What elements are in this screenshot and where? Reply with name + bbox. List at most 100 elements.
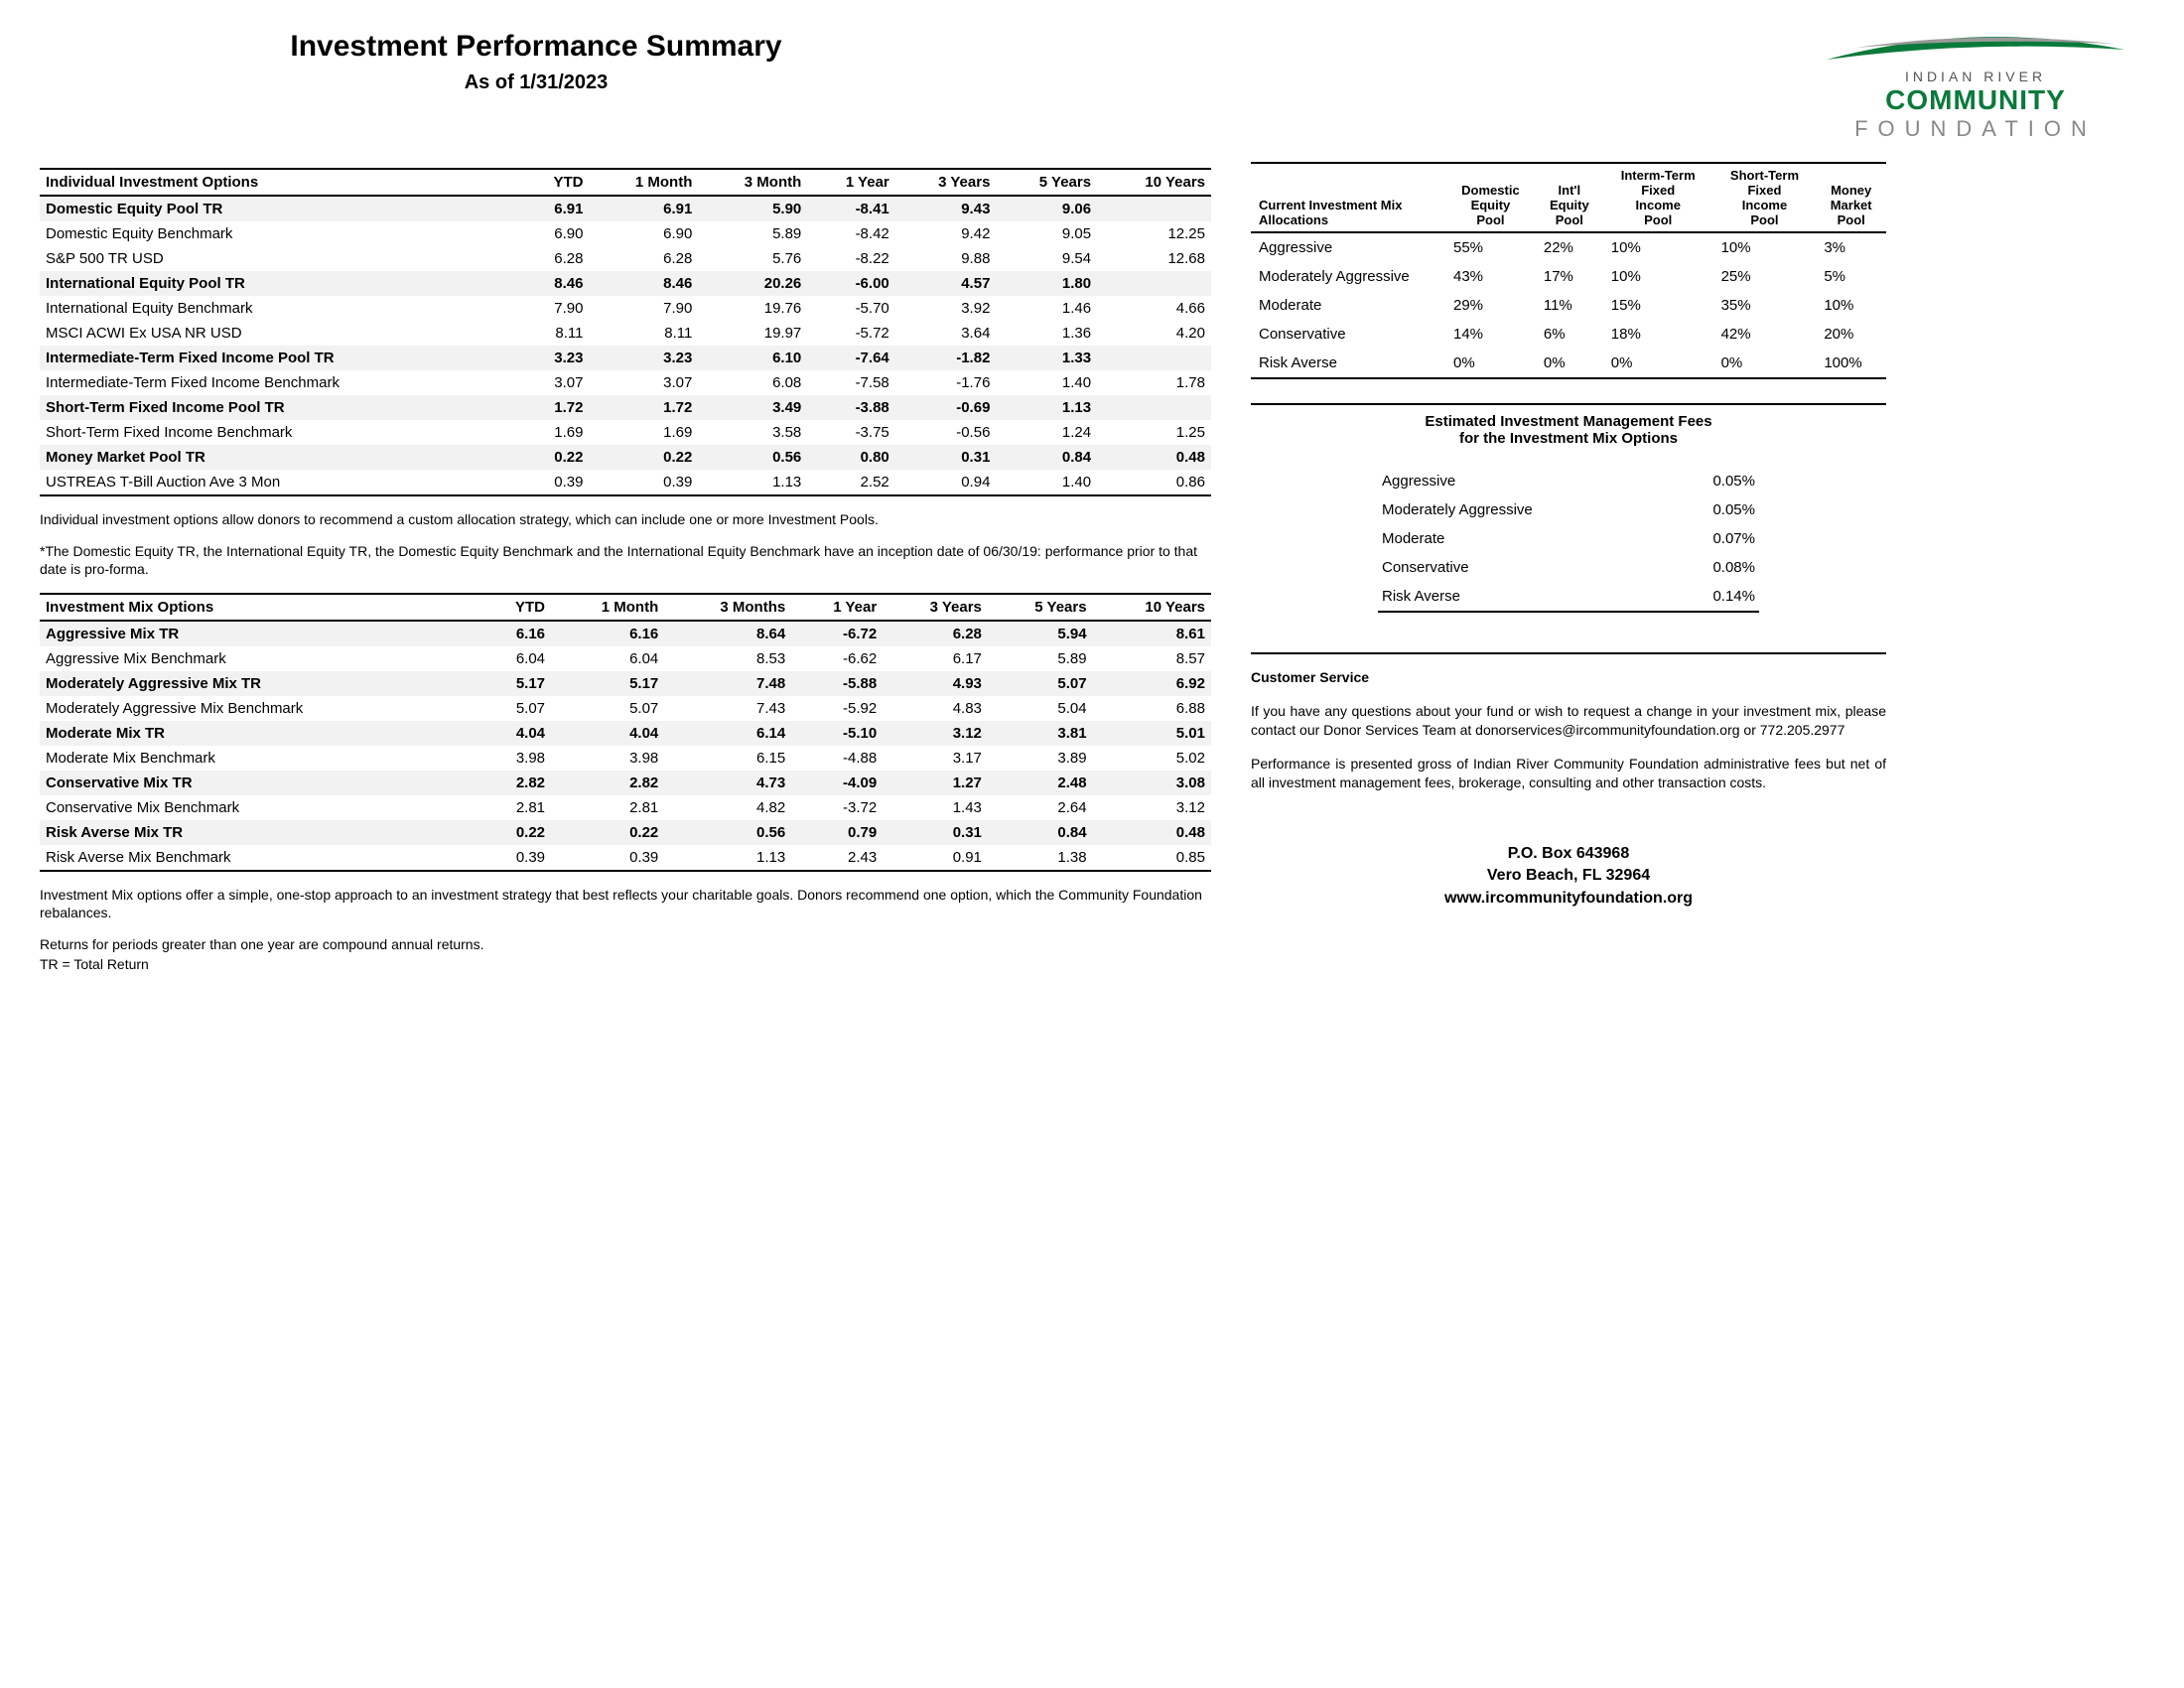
table-row: International Equity Pool TR8.468.4620.2… (40, 271, 1211, 296)
mix-note-2: Returns for periods greater than one yea… (40, 935, 1211, 953)
col-header: 3 Months (664, 594, 791, 621)
table-row: Moderate Mix TR4.044.046.14-5.103.123.81… (40, 721, 1211, 746)
cell-value: -6.62 (791, 646, 883, 671)
footer-address: P.O. Box 643968 Vero Beach, FL 32964 www… (1251, 843, 1886, 910)
header: Investment Performance Summary As of 1/3… (40, 30, 2144, 142)
title-block: Investment Performance Summary As of 1/3… (189, 30, 884, 94)
table-row: Moderately Aggressive0.05% (1378, 495, 1759, 524)
cs-heading: Customer Service (1251, 668, 1886, 688)
row-label: Moderate Mix TR (40, 721, 482, 746)
cell-value: 5.17 (551, 671, 664, 696)
cell-value: 4.93 (883, 671, 988, 696)
cell-value: 25% (1713, 262, 1817, 291)
cell-value: 4.57 (895, 271, 997, 296)
cell-value: -5.92 (791, 696, 883, 721)
cell-value: 6.17 (883, 646, 988, 671)
cell-value: 5.89 (698, 221, 807, 246)
as-of-date: As of 1/31/2023 (189, 71, 884, 94)
table-row: Intermediate-Term Fixed Income Pool TR3.… (40, 346, 1211, 370)
cell-value: 7.43 (664, 696, 791, 721)
cell-value: 29% (1445, 291, 1536, 320)
cell-value: 0.79 (791, 820, 883, 845)
cell-value: 3.12 (1093, 795, 1211, 820)
fees-table: Aggressive0.05%Moderately Aggressive0.05… (1378, 467, 1759, 613)
col-header: 1 Month (589, 169, 698, 196)
cell-value: -5.88 (791, 671, 883, 696)
cell-value: 2.64 (988, 795, 1093, 820)
cell-value: 5.76 (698, 246, 807, 271)
cell-value: 4.04 (482, 721, 551, 746)
cell-value: 1.40 (996, 470, 1097, 495)
cell-value: 6.90 (523, 221, 589, 246)
alloc-col-header: Interm-TermFixedIncomePool (1603, 163, 1713, 232)
table-row: International Equity Benchmark7.907.9019… (40, 296, 1211, 321)
table-row: Intermediate-Term Fixed Income Benchmark… (40, 370, 1211, 395)
fee-label: Moderately Aggressive (1378, 495, 1668, 524)
cell-value: 1.72 (523, 395, 589, 420)
cell-value: 2.82 (482, 771, 551, 795)
cell-value: 0.85 (1093, 845, 1211, 871)
cell-value: 0% (1445, 349, 1536, 378)
row-label: Domestic Equity Pool TR (40, 196, 523, 221)
cell-value: 1.27 (883, 771, 988, 795)
row-label: Risk Averse (1251, 349, 1445, 378)
cell-value: 19.76 (698, 296, 807, 321)
cell-value: 5.07 (988, 671, 1093, 696)
cell-value: 0.84 (996, 445, 1097, 470)
cell-value: 4.20 (1097, 321, 1211, 346)
cell-value: 3.81 (988, 721, 1093, 746)
cell-value: 7.90 (523, 296, 589, 321)
cell-value: 5.94 (988, 621, 1093, 646)
allocations-table: Current Investment MixAllocationsDomesti… (1251, 162, 1886, 379)
cell-value: 3.98 (551, 746, 664, 771)
cell-value: 3.58 (698, 420, 807, 445)
cell-value: 6.15 (664, 746, 791, 771)
individual-note-1: Individual investment options allow dono… (40, 510, 1211, 528)
cell-value: 1.25 (1097, 420, 1211, 445)
col-header: 1 Year (791, 594, 883, 621)
cell-value: 0.39 (551, 845, 664, 871)
table-row: Money Market Pool TR0.220.220.560.800.31… (40, 445, 1211, 470)
row-label: Moderate Mix Benchmark (40, 746, 482, 771)
table-row: Risk Averse0.14% (1378, 582, 1759, 612)
col-header: 1 Month (551, 594, 664, 621)
cell-value: -7.64 (807, 346, 894, 370)
cell-value: -3.75 (807, 420, 894, 445)
col-header: 3 Month (698, 169, 807, 196)
cell-value: 0.22 (551, 820, 664, 845)
cell-value: 5.01 (1093, 721, 1211, 746)
logo-line3: FOUNDATION (1807, 116, 2144, 142)
cell-value: 6.28 (883, 621, 988, 646)
table-row: Moderately Aggressive Mix TR5.175.177.48… (40, 671, 1211, 696)
row-label: USTREAS T-Bill Auction Ave 3 Mon (40, 470, 523, 495)
table-row: Conservative0.08% (1378, 553, 1759, 582)
row-label: Risk Averse Mix TR (40, 820, 482, 845)
cell-value: 4.73 (664, 771, 791, 795)
mix-note-3: TR = Total Return (40, 955, 1211, 973)
alloc-col-header: MoneyMarketPool (1816, 163, 1886, 232)
cell-value: 1.69 (523, 420, 589, 445)
cell-value: 5.07 (551, 696, 664, 721)
cell-value: 3.12 (883, 721, 988, 746)
cell-value: 0.80 (807, 445, 894, 470)
cell-value: -5.10 (791, 721, 883, 746)
logo-line2: COMMUNITY (1807, 84, 2144, 116)
cell-value: 0.84 (988, 820, 1093, 845)
row-label: International Equity Pool TR (40, 271, 523, 296)
col-header: 1 Year (807, 169, 894, 196)
cell-value: 4.66 (1097, 296, 1211, 321)
cell-value: 1.33 (996, 346, 1097, 370)
table-row: Domestic Equity Benchmark6.906.905.89-8.… (40, 221, 1211, 246)
row-label: S&P 500 TR USD (40, 246, 523, 271)
cell-value: 3.23 (589, 346, 698, 370)
cell-value: 1.24 (996, 420, 1097, 445)
cell-value: 6.14 (664, 721, 791, 746)
alloc-col-header: DomesticEquityPool (1445, 163, 1536, 232)
table-row: Aggressive55%22%10%10%3% (1251, 232, 1886, 262)
cell-value: 1.46 (996, 296, 1097, 321)
logo: INDIAN RIVER COMMUNITY FOUNDATION (1807, 30, 2144, 142)
cell-value: 0.56 (698, 445, 807, 470)
fees-title-2: for the Investment Mix Options (1459, 430, 1678, 447)
cell-value: -8.22 (807, 246, 894, 271)
cell-value: 10% (1816, 291, 1886, 320)
